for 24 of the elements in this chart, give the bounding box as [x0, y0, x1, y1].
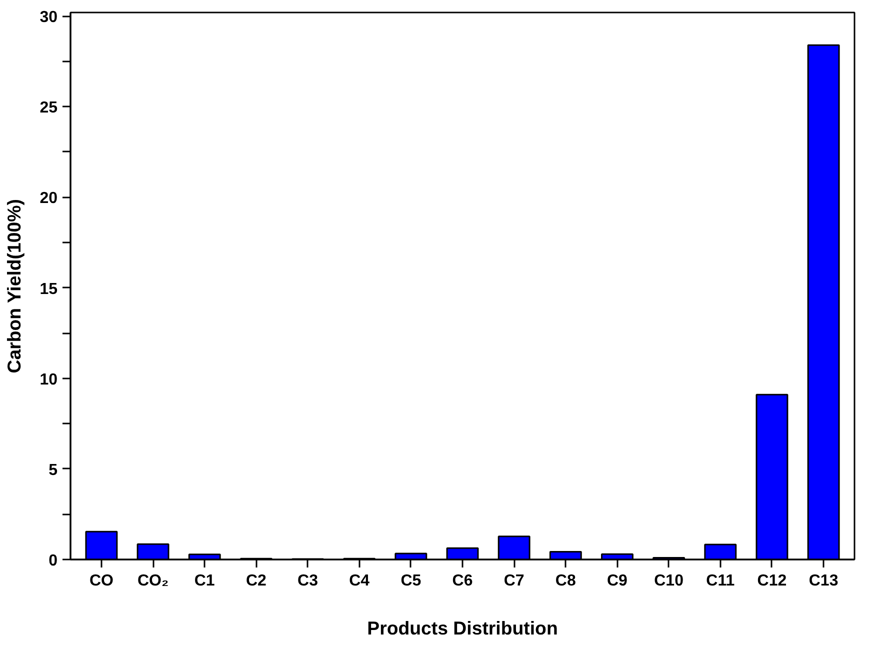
x-tick-label: C8	[555, 572, 576, 590]
x-tick-label: C11	[706, 572, 735, 590]
y-tick-label: 20	[40, 190, 58, 208]
x-tick-label: C2	[246, 572, 267, 590]
x-tick-label: C10	[654, 572, 684, 590]
y-tick-label: 10	[40, 371, 58, 388]
x-tick-label: C9	[607, 572, 628, 590]
y-axis-title: Carbon Yield(100%)	[4, 199, 25, 374]
y-tick-label: 25	[40, 100, 58, 117]
y-tick-label: 15	[40, 280, 58, 298]
x-axis-title: Products Distribution	[367, 618, 558, 638]
x-tick-label: C7	[504, 572, 524, 590]
x-tick-label: C3	[298, 572, 318, 590]
x-tick-label: CO₂	[137, 572, 169, 590]
x-tick-label: C5	[400, 572, 422, 590]
x-tick-label: C6	[452, 572, 473, 590]
x-tick-label: C12	[757, 572, 787, 590]
y-tick-label: 30	[40, 9, 58, 26]
x-tick-label: C1	[194, 572, 215, 590]
x-tick-label: C4	[349, 572, 370, 590]
y-tick-label: 5	[48, 462, 58, 479]
x-tick-label: C13	[808, 572, 838, 590]
x-tick-label: CO	[89, 572, 114, 590]
y-tick-label: 0	[48, 552, 58, 570]
